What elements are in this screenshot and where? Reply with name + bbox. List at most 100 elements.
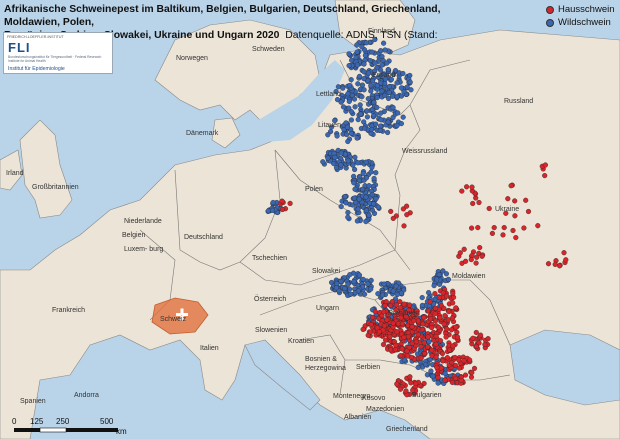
- hausschwein-marker: [444, 326, 450, 332]
- wildschwein-marker: [346, 51, 352, 57]
- wildschwein-marker: [363, 194, 369, 200]
- wildschwein-marker: [366, 212, 372, 218]
- wildschwein-marker: [369, 192, 375, 198]
- wildschwein-marker: [338, 278, 344, 285]
- label-schweden: Schweden: [252, 46, 285, 53]
- wildschwein-marker: [346, 286, 353, 292]
- hausschwein-marker: [469, 370, 475, 376]
- label-irland: Irland: [6, 170, 24, 177]
- wildschwein-marker: [345, 138, 351, 145]
- hausschwein-marker: [474, 254, 480, 260]
- fli-logo: FRIEDRICH-LOEFFLER-INSTITUT FLI Bundesfo…: [3, 32, 113, 74]
- wildschwein-marker: [443, 271, 449, 277]
- wildschwein-marker: [352, 166, 358, 173]
- hausschwein-marker: [448, 327, 455, 333]
- wildschwein-marker: [386, 84, 393, 90]
- hausschwein-marker: [485, 336, 491, 342]
- hausschwein-marker: [429, 325, 435, 331]
- hausschwein-marker: [501, 225, 507, 231]
- wildschwein-marker: [368, 82, 374, 89]
- logo-subtitle: Bundesforschungsinstitut für Tiergesundh…: [8, 55, 102, 63]
- hausschwein-marker: [435, 324, 442, 330]
- finland-land: [334, 0, 416, 56]
- hausschwein-marker: [410, 387, 416, 393]
- wildschwein-marker: [338, 204, 344, 210]
- wildschwein-marker: [351, 279, 357, 285]
- wildschwein-marker: [332, 118, 338, 124]
- hausschwein-marker: [388, 347, 394, 353]
- hausschwein-marker: [392, 347, 398, 353]
- wildschwein-marker: [348, 109, 354, 115]
- wildschwein-marker: [394, 94, 400, 100]
- hausschwein-marker: [419, 327, 425, 333]
- hausschwein-marker: [421, 340, 427, 346]
- legend-item-wildschwein: Wildschwein: [546, 16, 618, 29]
- wildschwein-marker: [379, 62, 385, 68]
- wildschwein-marker: [373, 196, 379, 202]
- wildschwein-marker: [385, 119, 391, 125]
- wildschwein-marker: [340, 85, 346, 91]
- hausschwein-marker: [452, 354, 458, 361]
- wildschwein-marker: [265, 208, 271, 214]
- wildschwein-marker: [355, 206, 361, 212]
- wildschwein-marker: [407, 79, 413, 85]
- label-mazedonien: Mazedonien: [366, 406, 405, 413]
- wildschwein-marker: [345, 91, 351, 97]
- hausschwein-marker: [384, 317, 390, 323]
- hausschwein-marker: [442, 377, 448, 383]
- label-frankreich: Frankreich: [52, 307, 86, 314]
- hausschwein-marker: [401, 334, 407, 340]
- label-weissrussland: Weissrussland: [402, 148, 448, 155]
- wildschwein-marker: [378, 117, 384, 123]
- hausschwein-marker: [404, 348, 410, 354]
- wildschwein-marker: [348, 77, 354, 83]
- wildschwein-marker: [401, 89, 407, 95]
- hausschwein-marker: [462, 372, 469, 378]
- hausschwein-marker: [473, 343, 479, 349]
- wildschwein-marker: [378, 80, 384, 86]
- wildschwein-marker: [375, 204, 381, 210]
- hausschwein-marker: [444, 293, 450, 299]
- wildschwein-marker: [372, 68, 378, 74]
- wildschwein-marker: [434, 276, 440, 282]
- wildschwein-marker: [345, 209, 351, 216]
- hausschwein-marker: [439, 350, 446, 357]
- hausschwein-marker: [450, 343, 456, 349]
- hausschwein-marker: [513, 235, 519, 241]
- hausschwein-marker: [545, 261, 552, 267]
- hausschwein-marker: [442, 313, 448, 319]
- hausschwein-marker: [434, 364, 440, 371]
- hausschwein-marker: [393, 342, 399, 348]
- hausschwein-marker: [489, 230, 495, 236]
- wildschwein-marker: [419, 295, 425, 301]
- hausschwein-marker: [411, 318, 417, 324]
- hausschwein-marker: [427, 299, 433, 305]
- wildschwein-marker: [340, 104, 347, 110]
- wildschwein-marker: [378, 110, 384, 116]
- wildschwein-marker: [394, 122, 400, 129]
- hausschwein-marker: [521, 225, 527, 231]
- label-finnland: Finnland: [368, 28, 395, 35]
- scale-tick-125: 125: [30, 417, 44, 426]
- wildschwein-marker: [365, 70, 372, 76]
- hausschwein-marker: [404, 203, 410, 209]
- hausschwein-marker: [403, 314, 409, 320]
- hausschwein-marker: [407, 302, 413, 308]
- hausschwein-marker: [440, 290, 446, 296]
- wildschwein-marker: [436, 272, 442, 278]
- label-rumaenien: Rumänien: [388, 310, 420, 317]
- wildschwein-marker: [345, 158, 351, 164]
- wildschwein-marker: [356, 196, 362, 202]
- wildschwein-marker: [343, 120, 349, 126]
- hausschwein-marker: [433, 354, 439, 360]
- scale-unit: km: [116, 427, 127, 436]
- wildschwein-marker: [378, 48, 384, 54]
- hausschwein-marker: [374, 325, 380, 331]
- wildschwein-marker: [419, 302, 425, 308]
- wildschwein-marker: [355, 160, 361, 166]
- wildschwein-marker: [372, 36, 378, 43]
- scale-tick-0: 0: [12, 417, 17, 426]
- hausschwein-marker: [413, 339, 419, 345]
- wildschwein-marker: [354, 62, 361, 68]
- hausschwein-marker: [399, 321, 405, 327]
